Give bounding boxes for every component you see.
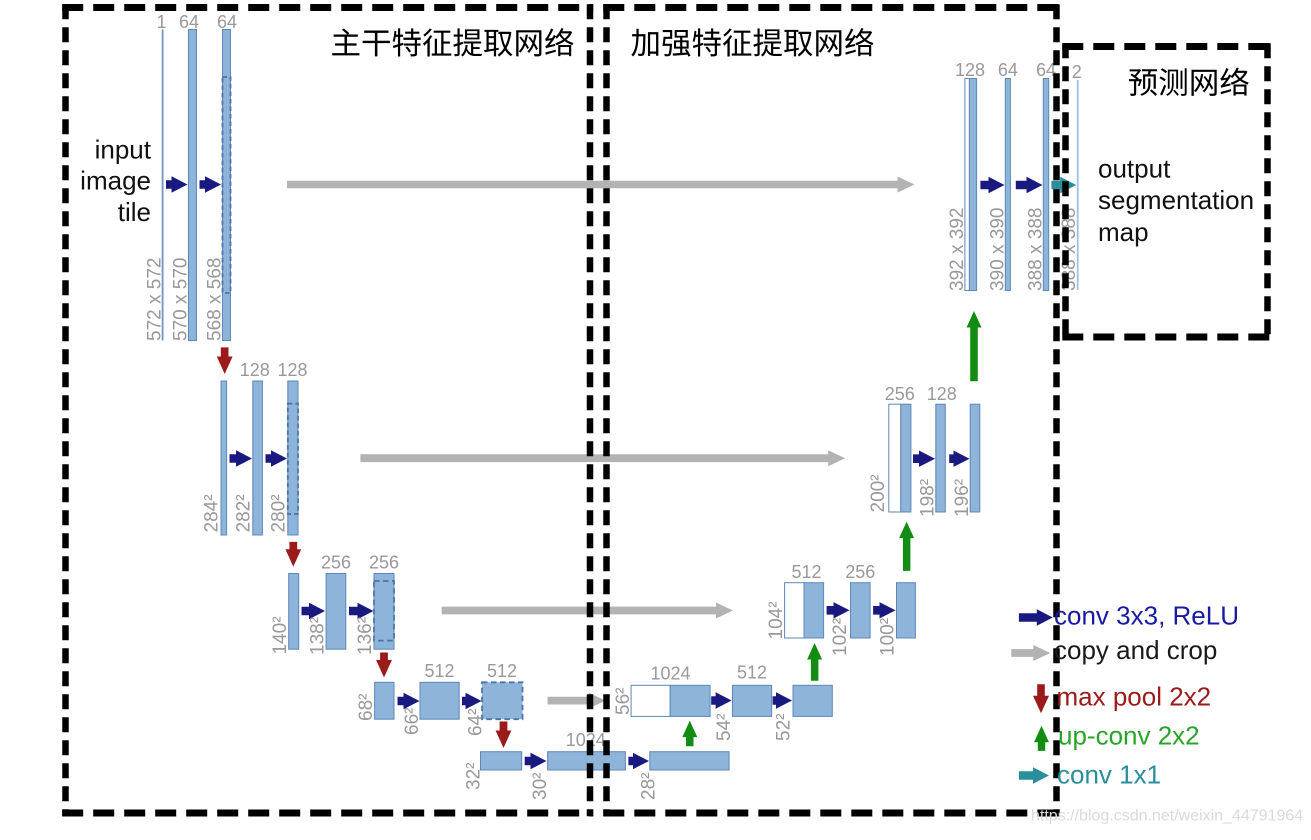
svg-text:104²: 104² [766, 601, 787, 639]
svg-text:512: 512 [791, 562, 821, 582]
svg-text:1: 1 [156, 12, 166, 32]
svg-text:30²: 30² [530, 773, 551, 800]
svg-text:570 x 570: 570 x 570 [171, 258, 192, 341]
svg-text:512: 512 [487, 661, 517, 681]
svg-text:256: 256 [369, 553, 399, 573]
svg-text:conv 1x1: conv 1x1 [1057, 760, 1161, 790]
svg-text:input: input [95, 134, 152, 164]
svg-text:1024: 1024 [566, 730, 606, 750]
svg-text:68²: 68² [356, 694, 377, 721]
svg-text:64: 64 [1036, 60, 1056, 80]
svg-text:128: 128 [955, 60, 985, 80]
svg-text:max pool 2x2: max pool 2x2 [1057, 682, 1212, 712]
svg-text:tile: tile [118, 197, 151, 227]
svg-text:256: 256 [885, 384, 915, 404]
svg-text:128: 128 [277, 360, 307, 380]
svg-text:image: image [80, 166, 151, 196]
svg-text:52²: 52² [774, 714, 795, 741]
svg-text:200²: 200² [868, 474, 889, 512]
svg-text:map: map [1098, 217, 1149, 247]
svg-text:572 x 572: 572 x 572 [145, 258, 166, 341]
svg-text:390 x 390: 390 x 390 [988, 208, 1009, 291]
svg-text:output: output [1098, 154, 1171, 184]
svg-text:64²: 64² [466, 709, 487, 736]
svg-text:196²: 196² [952, 479, 973, 517]
svg-text:conv 3x3, ReLU: conv 3x3, ReLU [1054, 601, 1239, 631]
svg-text:512: 512 [424, 661, 454, 681]
svg-text:54²: 54² [714, 714, 735, 741]
svg-text:568 x 568: 568 x 568 [205, 258, 226, 341]
svg-text:392 x 392: 392 x 392 [947, 208, 968, 291]
svg-text:140²: 140² [270, 616, 291, 654]
svg-text:2: 2 [1072, 62, 1082, 82]
svg-text:284²: 284² [202, 494, 223, 532]
svg-text:1024: 1024 [650, 664, 690, 684]
svg-text:136²: 136² [355, 617, 376, 655]
svg-text:128: 128 [240, 360, 270, 380]
svg-text:282²: 282² [234, 494, 255, 532]
svg-text:198²: 198² [918, 479, 939, 517]
svg-text:102²: 102² [830, 618, 851, 656]
svg-text:512: 512 [737, 663, 767, 683]
svg-text:64: 64 [998, 60, 1018, 80]
svg-text:up-conv 2x2: up-conv 2x2 [1058, 721, 1200, 751]
svg-text:segmentation: segmentation [1098, 185, 1254, 215]
svg-text:https://blog.csdn.net/weixin_4: https://blog.csdn.net/weixin_44791964 [1031, 808, 1303, 825]
svg-text:280²: 280² [269, 494, 290, 532]
svg-text:56²: 56² [613, 688, 634, 715]
svg-text:28²: 28² [639, 773, 660, 800]
svg-text:138²: 138² [308, 617, 329, 655]
svg-text:32²: 32² [464, 763, 485, 790]
svg-text:388 x 388: 388 x 388 [1026, 208, 1047, 291]
svg-text:100²: 100² [878, 618, 899, 656]
svg-text:copy and crop: copy and crop [1054, 635, 1217, 665]
svg-text:256: 256 [321, 553, 351, 573]
svg-text:64: 64 [217, 12, 237, 32]
svg-text:66²: 66² [402, 708, 423, 735]
svg-text:128: 128 [927, 384, 957, 404]
svg-text:256: 256 [845, 562, 875, 582]
svg-text:388 x 388: 388 x 388 [1059, 208, 1080, 291]
svg-text:64: 64 [179, 12, 199, 32]
